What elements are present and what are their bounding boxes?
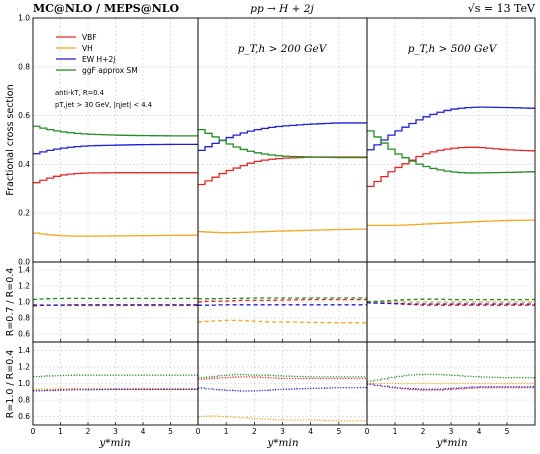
y-tick-label-main: 0.8 bbox=[18, 62, 30, 71]
series-vbf-r2-panel-2 bbox=[198, 376, 367, 380]
y-tick-label-main: 0.0 bbox=[18, 258, 30, 267]
panel-label-3: p_T,h > 500 GeV bbox=[408, 43, 498, 55]
x-tick-label: 2 bbox=[86, 427, 91, 436]
xlabel-2: y*min bbox=[266, 437, 298, 449]
series-vh-main-panel-2 bbox=[198, 228, 367, 234]
series-ew-h-2j-r1-panel-3 bbox=[367, 302, 535, 305]
series-ggf-approx-sm-main-panel-2 bbox=[198, 128, 367, 159]
x-tick-label: 0 bbox=[365, 427, 370, 436]
series-ggf-approx-sm-main-panel-3 bbox=[367, 130, 535, 174]
y-tick-label-r1: 1.0 bbox=[18, 298, 30, 307]
ylabel-ratio-2: R=1.0 / R=0.4 bbox=[5, 350, 16, 419]
series-ggf-approx-sm-r2-panel-2 bbox=[198, 373, 367, 379]
y-tick-label-main: 1.0 bbox=[18, 14, 30, 23]
series-vh-main-panel-3 bbox=[367, 219, 535, 227]
series-ew-h-2j-main-panel-1 bbox=[33, 143, 198, 155]
y-tick-label-r1: 0.8 bbox=[18, 314, 30, 323]
x-tick-label: 0 bbox=[196, 427, 201, 436]
series-vh-r1-panel-2 bbox=[198, 319, 367, 324]
series-vh-r2-panel-2 bbox=[198, 415, 367, 422]
series-vbf-r1-panel-2 bbox=[198, 298, 367, 303]
x-tick-label: 0 bbox=[31, 427, 36, 436]
ylabel-ratio-1: R=0.7 / R=0.4 bbox=[5, 268, 16, 337]
y-tick-label-main: 0.4 bbox=[18, 160, 30, 169]
x-tick-label: 3 bbox=[280, 427, 285, 436]
y-tick-label-main: 0.2 bbox=[18, 209, 30, 218]
legend: VBF VH EW H+2j ggF approx SM bbox=[56, 33, 138, 75]
legend-label-ew: EW H+2j bbox=[82, 55, 115, 64]
panel-label-2: p_T,h > 200 GeV bbox=[238, 43, 328, 55]
x-tick-label: 2 bbox=[252, 427, 257, 436]
series-ggf-approx-sm-r2-panel-3 bbox=[367, 373, 535, 382]
series-ew-h-2j-main-panel-3 bbox=[367, 106, 535, 151]
series-ggf-approx-sm-r1-panel-3 bbox=[367, 298, 535, 303]
y-tick-label-main: 0.6 bbox=[18, 111, 30, 120]
series-vh-main-panel-1 bbox=[33, 232, 198, 237]
xlabel-1: y*min bbox=[98, 437, 130, 449]
header-right: √s = 13 TeV bbox=[468, 2, 536, 15]
x-tick-label: 1 bbox=[58, 427, 63, 436]
series-ew-h-2j-main-panel-2 bbox=[198, 122, 367, 152]
y-tick-label-r2: 0.6 bbox=[18, 412, 30, 421]
series-vbf-main-panel-1 bbox=[33, 172, 198, 184]
legend-label-vbf: VBF bbox=[82, 33, 97, 42]
x-tick-label: 4 bbox=[477, 427, 482, 436]
note-jet-cuts: pT,jet > 30 GeV, |ηjet| < 4.4 bbox=[55, 101, 152, 109]
y-tick-label-r1: 1.2 bbox=[18, 282, 30, 291]
x-tick-label: 3 bbox=[113, 427, 118, 436]
x-tick-label: 2 bbox=[421, 427, 426, 436]
series-ggf-approx-sm-r2-panel-1 bbox=[33, 374, 198, 378]
legend-label-vh: VH bbox=[82, 44, 93, 53]
series-ggf-approx-sm-main-panel-1 bbox=[33, 125, 198, 137]
x-tick-label: 5 bbox=[336, 427, 341, 436]
x-tick-label: 5 bbox=[168, 427, 173, 436]
x-tick-label: 5 bbox=[505, 427, 510, 436]
legend-label-ggf: ggF approx SM bbox=[82, 66, 138, 75]
x-tick-label: 3 bbox=[449, 427, 454, 436]
x-tick-label: 1 bbox=[224, 427, 229, 436]
header-center: pp → H + 2j bbox=[250, 3, 314, 15]
series-vbf-main-panel-3 bbox=[367, 146, 535, 188]
note-algorithm: anti-kT, R=0.4 bbox=[55, 89, 104, 97]
y-tick-label-r1: 1.4 bbox=[18, 266, 30, 275]
xlabel-3: y*min bbox=[435, 437, 467, 449]
ylabel-main: Fractional cross section bbox=[5, 84, 16, 195]
y-tick-label-r2: 1.0 bbox=[18, 379, 30, 388]
y-tick-label-r2: 1.2 bbox=[18, 362, 30, 371]
series-ggf-approx-sm-r1-panel-1 bbox=[33, 297, 198, 301]
x-tick-label: 4 bbox=[141, 427, 146, 436]
x-tick-label: 1 bbox=[393, 427, 398, 436]
x-tick-label: 4 bbox=[308, 427, 313, 436]
series-ew-h-2j-r2-panel-3 bbox=[367, 383, 535, 390]
series-ew-h-2j-r2-panel-1 bbox=[33, 388, 198, 392]
series-vh-r2-panel-1 bbox=[33, 387, 198, 390]
series-vbf-r2-panel-1 bbox=[33, 388, 198, 391]
series-ggf-approx-sm-r1-panel-2 bbox=[198, 297, 367, 300]
header-left: MC@NLO / MEPS@NLO bbox=[33, 2, 180, 15]
y-tick-label-r1: 0.6 bbox=[18, 330, 30, 339]
y-tick-label-r2: 1.4 bbox=[18, 346, 30, 355]
y-tick-label-r2: 0.8 bbox=[18, 396, 30, 405]
